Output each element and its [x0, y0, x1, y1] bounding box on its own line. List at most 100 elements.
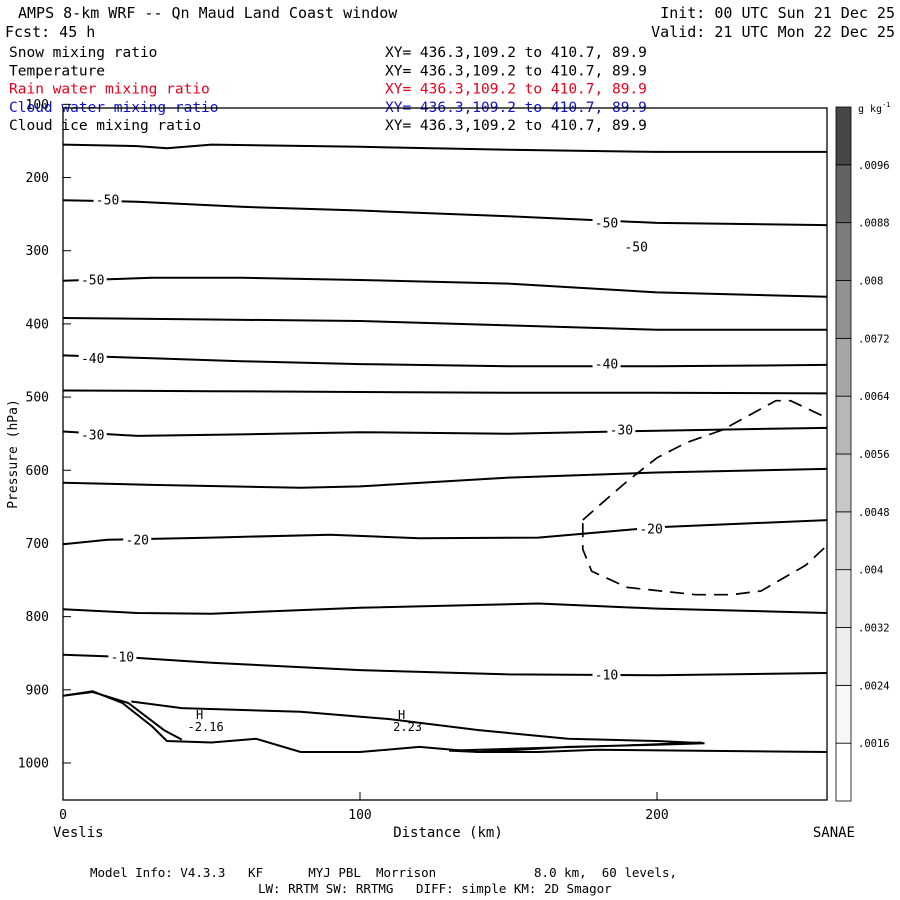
colorbar-cell — [835, 164, 852, 224]
colorbar-tick-label: .0072 — [858, 333, 890, 345]
isotherm-label-bg — [592, 667, 621, 683]
isotherm-line — [63, 467, 827, 489]
isotherm-label: -50 — [595, 216, 618, 231]
colorbar-cell — [835, 453, 852, 513]
isotherm-label: -50 — [624, 241, 647, 256]
y-tick-label: 400 — [26, 317, 49, 332]
isotherm-label: -40 — [595, 358, 618, 373]
isotherm-label-bg — [78, 271, 107, 287]
field-name: Snow mixing ratio — [9, 45, 157, 61]
chart-title: AMPS 8-km WRF -- Qn Maud Land Coast wind… — [18, 4, 398, 22]
x-axis: 0 100 200 — [59, 792, 669, 823]
model-info-line2: LW: RRTM SW: RRTMG DIFF: simple KM: 2D S… — [258, 881, 612, 896]
isotherm-label: -30 — [81, 429, 104, 444]
y-axis: 100 200 300 400 500 600 700 800 900 1000 — [18, 98, 71, 772]
y-tick-label: 700 — [26, 537, 49, 552]
colorbar: .0016 .0024 .0032 .004 .0048 .0056 .0064 .0072.… — [835, 106, 890, 802]
y-tick-label: 300 — [26, 244, 49, 259]
isotherm-line — [63, 426, 827, 437]
valid-time: Valid: 21 UTC Mon 22 Dec 25 — [651, 23, 895, 41]
high-marker: H — [398, 708, 405, 722]
isotherm-line — [63, 389, 827, 395]
field-name: Cloud ice mixing ratio — [9, 118, 201, 134]
field-name: Rain water mixing ratio — [9, 82, 210, 98]
isotherm-label-bg — [592, 214, 621, 230]
isotherm-label: -50 — [96, 194, 119, 209]
isotherm-label-bg — [592, 356, 621, 372]
isotherm-label-bg — [108, 648, 137, 664]
colorbar-cell — [835, 395, 852, 455]
isotherm-label-bg — [637, 520, 666, 536]
colorbar-cell — [835, 742, 852, 802]
isotherm-label-bg — [78, 350, 107, 366]
colorbar-tick-label: .008 — [858, 276, 883, 288]
field-name: Temperature — [9, 63, 105, 79]
colorbar-cell — [835, 280, 852, 339]
colorbar-units-text: g kg — [858, 104, 882, 115]
high-value: 2.23 — [393, 720, 422, 734]
terrain-line — [63, 690, 827, 753]
terrain-loop-line — [131, 700, 705, 754]
isotherm-contours: -50 -50 -50 -50 -40 -40 -30 -30 -20 -20 -10 -10 — [63, 143, 827, 684]
isotherm-line — [63, 519, 827, 546]
high-value: -2.16 — [188, 720, 224, 734]
y-tick-label: 500 — [26, 391, 49, 406]
colorbar-tick-label: .004 — [858, 565, 883, 577]
colorbar-cell — [835, 569, 852, 628]
x-axis-label: Distance (km) — [393, 825, 503, 841]
terrain-contours — [63, 690, 827, 754]
field-xy: XY= 436.3,109.2 to 410.7, 89.9 — [385, 118, 647, 134]
colorbar-tick-label: .0032 — [858, 623, 890, 635]
y-tick-label: 100 — [26, 98, 49, 113]
isotherm-line — [63, 602, 827, 615]
x-tick-label: 200 — [645, 808, 668, 823]
y-tick-label: 1000 — [18, 757, 49, 772]
isotherm-label: -50 — [81, 273, 104, 288]
isotherm-line — [63, 199, 827, 227]
colorbar-units: g kg-1 — [858, 101, 891, 115]
colorbar-cell — [835, 106, 852, 166]
plot-frame — [62, 107, 828, 801]
colorbar-tick-label: .0064 — [858, 391, 890, 403]
isotherm-label-bg — [607, 422, 636, 438]
isotherm-line — [63, 354, 827, 368]
x-tick-label: 100 — [348, 808, 371, 823]
terrain-edge-line — [63, 690, 183, 741]
colorbar-tick-label: .0096 — [858, 160, 890, 172]
colorbar-tick-label: .0088 — [858, 218, 890, 230]
isotherm-line — [63, 653, 827, 677]
left-endpoint-label: Veslis — [53, 825, 104, 841]
colorbar-cell — [835, 627, 852, 686]
colorbar-tick-label: .0056 — [858, 449, 890, 461]
y-axis-label: Pressure (hPa) — [6, 399, 21, 509]
forecast-hour: Fcst: 45 h — [5, 23, 95, 41]
high-marker: H — [196, 708, 203, 722]
colorbar-cell — [835, 337, 852, 397]
colorbar-cell — [835, 511, 852, 571]
y-tick-label: 600 — [26, 464, 49, 479]
isotherm-label: -10 — [595, 669, 618, 684]
isotherm-line — [63, 317, 827, 331]
y-tick-label: 200 — [26, 171, 49, 186]
mixing-ratio-dashed-contour — [581, 399, 827, 596]
field-xy: XY= 436.3,109.2 to 410.7, 89.9 — [385, 82, 647, 98]
colorbar-units-exponent: -1 — [882, 101, 890, 109]
isotherm-label-bg — [78, 427, 107, 443]
isotherm-label: -10 — [111, 650, 134, 665]
model-info-line1: Model Info: V4.3.3 KF MYJ PBL Morrison 8… — [90, 865, 677, 880]
isotherm-line — [63, 143, 827, 153]
field-xy: XY= 436.3,109.2 to 410.7, 89.9 — [385, 45, 647, 61]
y-tick-label: 900 — [26, 683, 49, 698]
right-endpoint-label: SANAE — [813, 825, 855, 841]
colorbar-tick-label: .0048 — [858, 507, 890, 519]
colorbar-tick-label: .0016 — [858, 738, 890, 750]
isotherm-label-bg — [123, 531, 152, 547]
isotherm-label: -40 — [81, 352, 104, 367]
y-tick-label: 800 — [26, 610, 49, 625]
x-tick-label: 0 — [59, 808, 67, 823]
colorbar-tick-label: .0024 — [858, 680, 890, 692]
isotherm-label: -20 — [639, 522, 662, 537]
field-legend: Snow mixing ratio XY= 436.3,109.2 to 410.… — [9, 45, 647, 134]
